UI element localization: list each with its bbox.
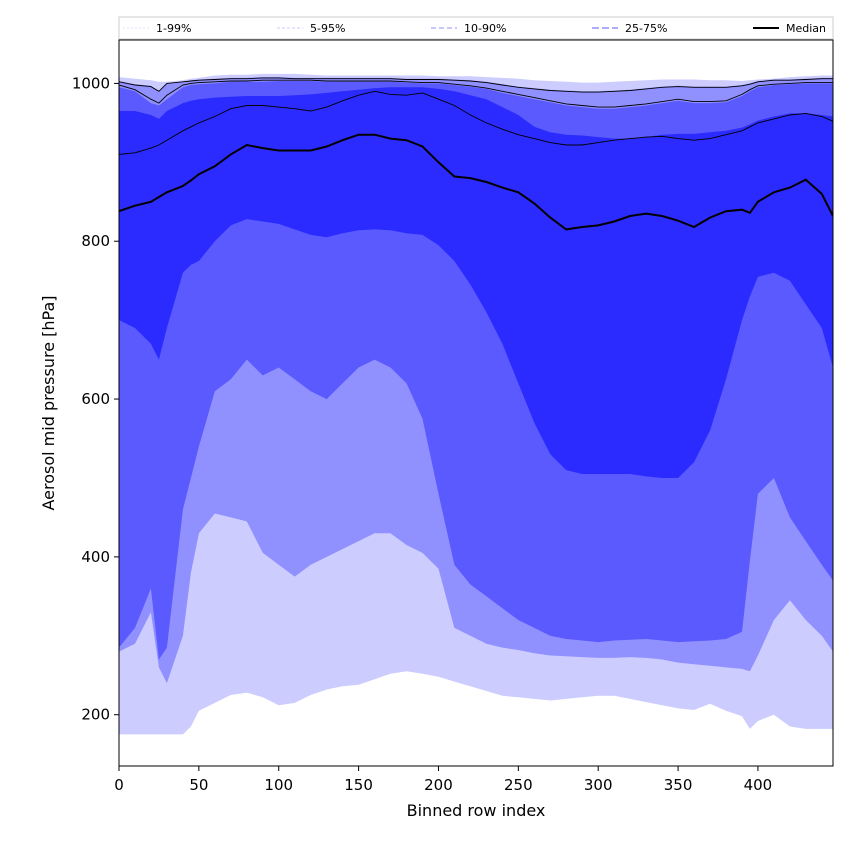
y-axis-label: Aerosol mid pressure [hPa] — [39, 295, 58, 510]
x-tick-label: 250 — [504, 776, 533, 794]
legend-label-1-99pct: 1-99% — [156, 22, 191, 35]
legend-box — [118, 16, 834, 40]
x-axis-label: Binned row index — [407, 801, 546, 820]
band-25-75pct — [119, 87, 833, 479]
x-axis-ticks: 0 50 100 150 200 250 300 350 400 — [114, 766, 772, 794]
y-tick-label: 600 — [81, 390, 110, 408]
line-5-95pct — [119, 77, 833, 93]
y-tick-label: 800 — [81, 232, 110, 250]
legend-label-5-95pct: 5-95% — [310, 22, 345, 35]
y-tick-label: 400 — [81, 548, 110, 566]
plot-frame — [118, 39, 834, 767]
legend-label-median: Median — [786, 22, 826, 35]
legend-label-25-75pct: 25-75% — [625, 22, 667, 35]
x-tick-label: 300 — [584, 776, 613, 794]
line-10-90pct — [119, 79, 833, 108]
x-tick-label: 150 — [344, 776, 373, 794]
quantile-bands — [119, 73, 833, 735]
y-tick-label: 200 — [81, 706, 110, 724]
x-tick-label: 350 — [664, 776, 693, 794]
legend-label-10-90pct: 10-90% — [464, 22, 506, 35]
line-25-75pct — [119, 90, 833, 155]
x-tick-label: 200 — [424, 776, 453, 794]
x-tick-label: 400 — [744, 776, 773, 794]
x-tick-label: 100 — [264, 776, 293, 794]
x-tick-label: 0 — [114, 776, 124, 794]
median-line — [119, 133, 833, 231]
legend: 1-99% 5-95% 10-90% 25-75% Median — [118, 16, 834, 40]
y-axis-ticks: 200 400 600 800 1000 — [72, 74, 119, 724]
x-tick-label: 50 — [189, 776, 208, 794]
median-series — [119, 133, 833, 231]
y-tick-label: 1000 — [72, 74, 110, 92]
quantile-lines — [119, 77, 833, 155]
